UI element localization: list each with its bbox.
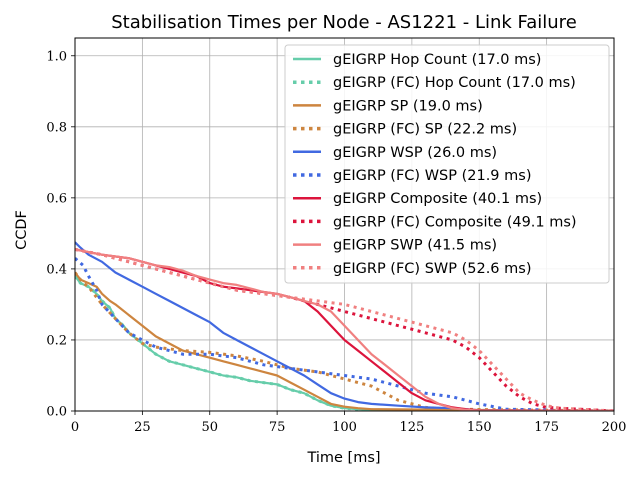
legend-label: gEIGRP Composite (40.1 ms) [333, 191, 542, 207]
series-lines [75, 241, 614, 411]
series-line-9 [75, 248, 614, 411]
x-tick-label: 125 [399, 420, 424, 435]
legend-label: gEIGRP (FC) WSP (21.9 ms) [333, 168, 531, 184]
legend-label: gEIGRP (FC) SWP (52.6 ms) [333, 261, 531, 277]
series-line-5 [75, 241, 614, 411]
y-tick-label: 0.4 [46, 262, 67, 277]
x-tick-label: 175 [534, 420, 559, 435]
x-axis-label: Time [ms] [306, 450, 380, 466]
series-line-4 [75, 271, 614, 411]
legend-box [284, 44, 610, 284]
x-tick-label: 100 [332, 420, 357, 435]
y-tick-label: 0.2 [46, 333, 67, 348]
series-line-10 [75, 247, 614, 411]
series-line-1 [75, 275, 614, 411]
series-line-6 [75, 257, 614, 411]
x-tick-label: 200 [602, 420, 627, 435]
y-tick-label: 1.0 [46, 49, 67, 64]
series-line-3 [75, 271, 614, 411]
y-tick-label: 0.0 [46, 405, 67, 420]
legend-label: gEIGRP Hop Count (17.0 ms) [333, 52, 541, 68]
legend-label: gEIGRP (FC) SP (22.2 ms) [333, 122, 517, 138]
legend: gEIGRP Hop Count (17.0 ms) gEIGRP (FC) Ho… [284, 44, 610, 284]
chart-title: Stabilisation Times per Node - AS1221 - … [111, 12, 577, 33]
y-tick-label: 0.6 [46, 191, 67, 206]
x-tick-label: 0 [71, 420, 79, 435]
y-axis-label: CCDF [14, 210, 30, 250]
x-tick-label: 75 [269, 420, 286, 435]
legend-label: gEIGRP (FC) Composite (49.1 ms) [333, 214, 577, 230]
series-line-8 [75, 247, 614, 411]
y-tick-label: 0.8 [46, 120, 67, 135]
axis-ticks: 0 25 50 75 100 125 150 175 200 0.0 0.2 0.4 0.6 0.8 1.0 [46, 49, 626, 435]
legend-label: gEIGRP SWP (41.5 ms) [333, 238, 497, 254]
x-tick-label: 25 [134, 420, 151, 435]
legend-label: gEIGRP (FC) Hop Count (17.0 ms) [333, 75, 576, 91]
x-tick-label: 150 [467, 420, 492, 435]
legend-label: gEIGRP SP (19.0 ms) [333, 98, 483, 114]
legend-label: gEIGRP WSP (26.0 ms) [333, 145, 497, 161]
x-tick-label: 50 [201, 420, 218, 435]
